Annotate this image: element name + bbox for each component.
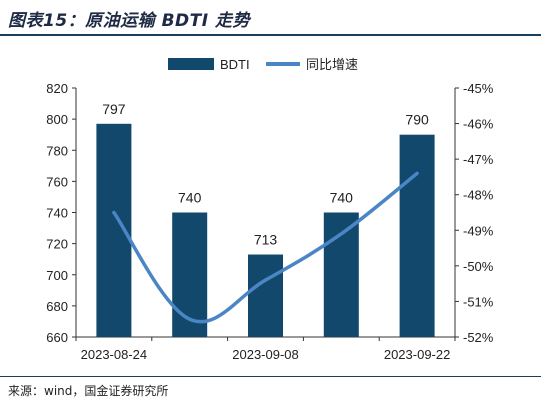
bar-data-label: 740 bbox=[330, 190, 354, 206]
x-tick-label: 2023-09-08 bbox=[232, 347, 299, 362]
left-axis: 660 680 700 720 740 760 780 800 820 bbox=[46, 81, 77, 345]
bar-data-label: 740 bbox=[178, 190, 202, 206]
right-tick-label: -45% bbox=[463, 81, 494, 96]
right-tick-label: -49% bbox=[463, 223, 494, 238]
legend: BDTI 同比增速 bbox=[168, 57, 358, 72]
left-tick-label: 780 bbox=[46, 143, 68, 158]
bar-data-label: 713 bbox=[254, 232, 278, 248]
left-tick-label: 680 bbox=[46, 299, 68, 314]
bars bbox=[96, 123, 435, 337]
left-tick-label: 700 bbox=[46, 268, 68, 283]
bar-bdti bbox=[172, 212, 208, 337]
chart-title: 图表15：原油运输 BDTI 走势 bbox=[8, 11, 250, 31]
chart: BDTI 同比增速 660 680 700 720 740 760 780 800 820 -52… bbox=[46, 57, 494, 362]
title-divider bbox=[0, 34, 541, 36]
right-tick-label: -51% bbox=[463, 294, 494, 309]
right-tick-label: -52% bbox=[463, 330, 494, 345]
bar-bdti bbox=[323, 212, 359, 337]
legend-label-yoy: 同比增速 bbox=[306, 57, 358, 72]
x-axis: 2023-08-24 2023-09-08 2023-09-22 bbox=[75, 336, 456, 362]
right-tick-label: -50% bbox=[463, 259, 494, 274]
right-tick-label: -46% bbox=[463, 117, 494, 132]
bar-bdti bbox=[248, 254, 283, 337]
right-axis: -52% -51% -50% -49% -48% -47% -46% -45% bbox=[454, 81, 494, 345]
line-yoy bbox=[112, 171, 419, 324]
left-tick-label: 800 bbox=[46, 112, 68, 127]
right-tick-label: -47% bbox=[463, 152, 494, 167]
legend-swatch-bdti bbox=[168, 58, 214, 70]
left-tick-label: 740 bbox=[46, 206, 68, 221]
x-tick-label: 2023-08-24 bbox=[81, 347, 148, 362]
source-divider bbox=[0, 376, 541, 377]
left-tick-label: 820 bbox=[46, 81, 68, 96]
bar-data-label: 797 bbox=[102, 101, 126, 117]
bar-data-label: 790 bbox=[405, 112, 429, 128]
left-tick-label: 720 bbox=[46, 237, 68, 252]
left-tick-label: 660 bbox=[46, 330, 68, 345]
x-tick-label: 2023-09-22 bbox=[384, 347, 451, 362]
legend-label-bdti: BDTI bbox=[220, 57, 250, 72]
source-note: 来源：wind，国金证券研究所 bbox=[8, 384, 169, 398]
right-tick-label: -48% bbox=[463, 188, 494, 203]
left-tick-label: 760 bbox=[46, 174, 68, 189]
bar-bdti bbox=[399, 134, 435, 337]
data-labels: 797 740 713 740 790 bbox=[102, 101, 429, 248]
line-series bbox=[112, 171, 419, 324]
